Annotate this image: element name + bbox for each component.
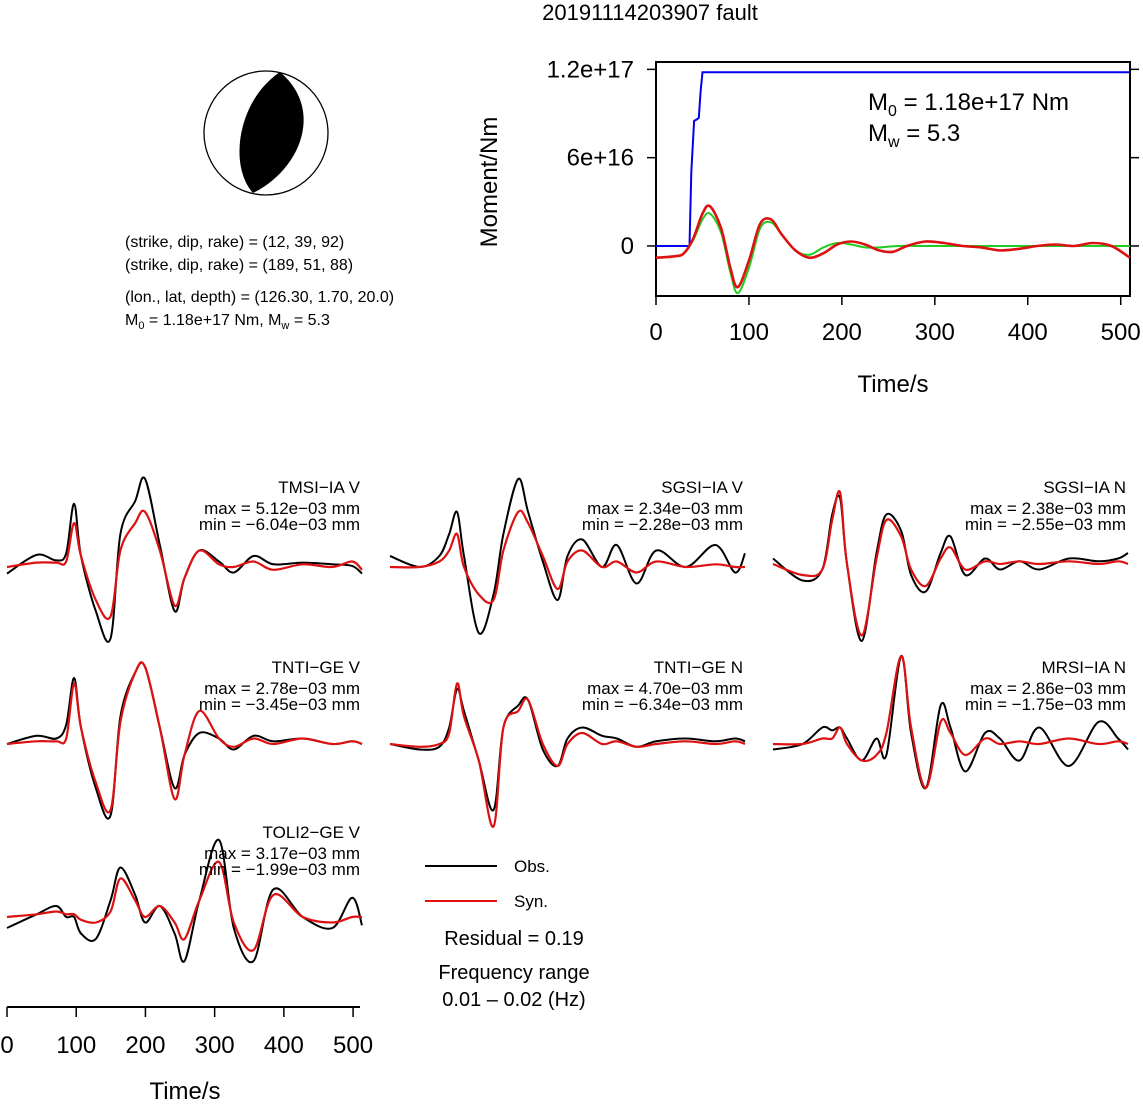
waveform-time-axis: 0 100 200 300 400 500 Time/s bbox=[0, 1006, 373, 1104]
station-name: TNTI−GE V bbox=[272, 658, 361, 677]
residual-text: Residual = 0.19 bbox=[444, 928, 584, 950]
figure-title: 20191114203907 fault bbox=[542, 0, 758, 25]
frequency-value: 0.01 – 0.02 (Hz) bbox=[442, 989, 585, 1011]
station-name: MRSI−IA N bbox=[1041, 658, 1126, 677]
waveform-x-tick-label: 200 bbox=[125, 1032, 165, 1059]
moment-x-tick-label: 300 bbox=[915, 319, 955, 346]
station-max: max = 2.38e−03 mm bbox=[970, 499, 1126, 518]
station-min: min = −1.75e−03 mm bbox=[965, 695, 1126, 714]
station-name: TMSI−IA V bbox=[278, 478, 360, 497]
moment-x-axis-label: Time/s bbox=[857, 371, 928, 398]
synthetic-waveform bbox=[6, 860, 363, 952]
synthetic-waveform bbox=[6, 509, 363, 620]
station-min: min = −1.99e−03 mm bbox=[199, 860, 360, 879]
moment-x-tick-label: 0 bbox=[649, 319, 662, 346]
waveform-x-tick-label: 300 bbox=[195, 1032, 235, 1059]
station-max: max = 2.86e−03 mm bbox=[970, 679, 1126, 698]
info-line-2: (strike, dip, rake) = (189, 51, 88) bbox=[125, 257, 353, 274]
station-min: min = −2.55e−03 mm bbox=[965, 515, 1126, 534]
station-min: min = −3.45e−03 mm bbox=[199, 695, 360, 714]
legend-obs-label: Obs. bbox=[514, 857, 550, 876]
moment-x-tick-label: 500 bbox=[1101, 319, 1141, 346]
observed-waveform bbox=[6, 476, 363, 643]
info-line-3: (lon., lat, depth) = (126.30, 1.70, 20.0… bbox=[125, 289, 394, 306]
moment-y-tick-label: 6e+16 bbox=[567, 145, 634, 172]
station-name: TNTI−GE N bbox=[654, 658, 743, 677]
station-name: SGSI−IA N bbox=[1043, 478, 1126, 497]
observed-waveform bbox=[389, 477, 746, 635]
synthetic-waveform bbox=[772, 654, 1129, 790]
moment-x-tick-label: 100 bbox=[729, 319, 769, 346]
info-line-1: (strike, dip, rake) = (12, 39, 92) bbox=[125, 234, 344, 251]
synthetic-waveform bbox=[772, 489, 1129, 637]
moment-y-axis-label: Moment/Nm bbox=[476, 117, 503, 248]
waveform-x-tick-label: 100 bbox=[56, 1032, 96, 1059]
station-max: max = 5.12e−03 mm bbox=[204, 499, 360, 518]
focal-mechanism-beachball bbox=[203, 70, 329, 196]
moment-m0-annotation: M0 = 1.18e+17 Nm bbox=[868, 89, 1069, 120]
source-info: (strike, dip, rake) = (12, 39, 92) (stri… bbox=[125, 234, 394, 332]
moment-mw-annotation: Mw = 5.3 bbox=[868, 120, 960, 151]
legend-syn-label: Syn. bbox=[514, 892, 548, 911]
waveform-x-tick-label: 500 bbox=[333, 1032, 373, 1059]
moment-x-tick-label: 400 bbox=[1008, 319, 1048, 346]
frequency-label: Frequency range bbox=[438, 962, 589, 984]
station-name: TOLI2−GE V bbox=[263, 823, 361, 842]
station-min: min = −2.28e−03 mm bbox=[582, 515, 743, 534]
station-max: max = 2.78e−03 mm bbox=[204, 679, 360, 698]
station-min: min = −6.04e−03 mm bbox=[199, 515, 360, 534]
moment-x-tick-label: 200 bbox=[822, 319, 862, 346]
moment-y-tick-label: 1.2e+17 bbox=[547, 56, 634, 83]
synthetic-waveform bbox=[6, 661, 363, 814]
waveform-x-axis-label: Time/s bbox=[149, 1078, 220, 1104]
red-moment-series-line bbox=[655, 204, 1131, 289]
station-max: max = 2.34e−03 mm bbox=[587, 499, 743, 518]
synthetic-waveform bbox=[389, 682, 746, 828]
station-max: max = 3.17e−03 mm bbox=[204, 844, 360, 863]
moment-chart: 0 6e+16 1.2e+17 0 100 200 300 400 500 Moment/Nm… bbox=[476, 56, 1141, 398]
moment-plot-frame bbox=[655, 61, 1131, 297]
observed-waveform bbox=[772, 494, 1129, 643]
moment-y-tick-label: 0 bbox=[621, 233, 634, 260]
waveform-x-tick-label: 0 bbox=[0, 1032, 13, 1059]
blue-moment-series-line bbox=[656, 71, 1130, 247]
station-max: max = 4.70e−03 mm bbox=[587, 679, 743, 698]
info-line-4: M0 = 1.18e+17 Nm, Mw = 5.3 bbox=[125, 312, 330, 332]
waveform-x-tick-label: 400 bbox=[264, 1032, 304, 1059]
station-min: min = −6.34e−03 mm bbox=[582, 695, 743, 714]
waveform-legend: Obs. Syn. Residual = 0.19 Frequency rang… bbox=[425, 857, 590, 1011]
station-name: SGSI−IA V bbox=[661, 478, 743, 497]
synthetic-waveform bbox=[389, 509, 746, 605]
